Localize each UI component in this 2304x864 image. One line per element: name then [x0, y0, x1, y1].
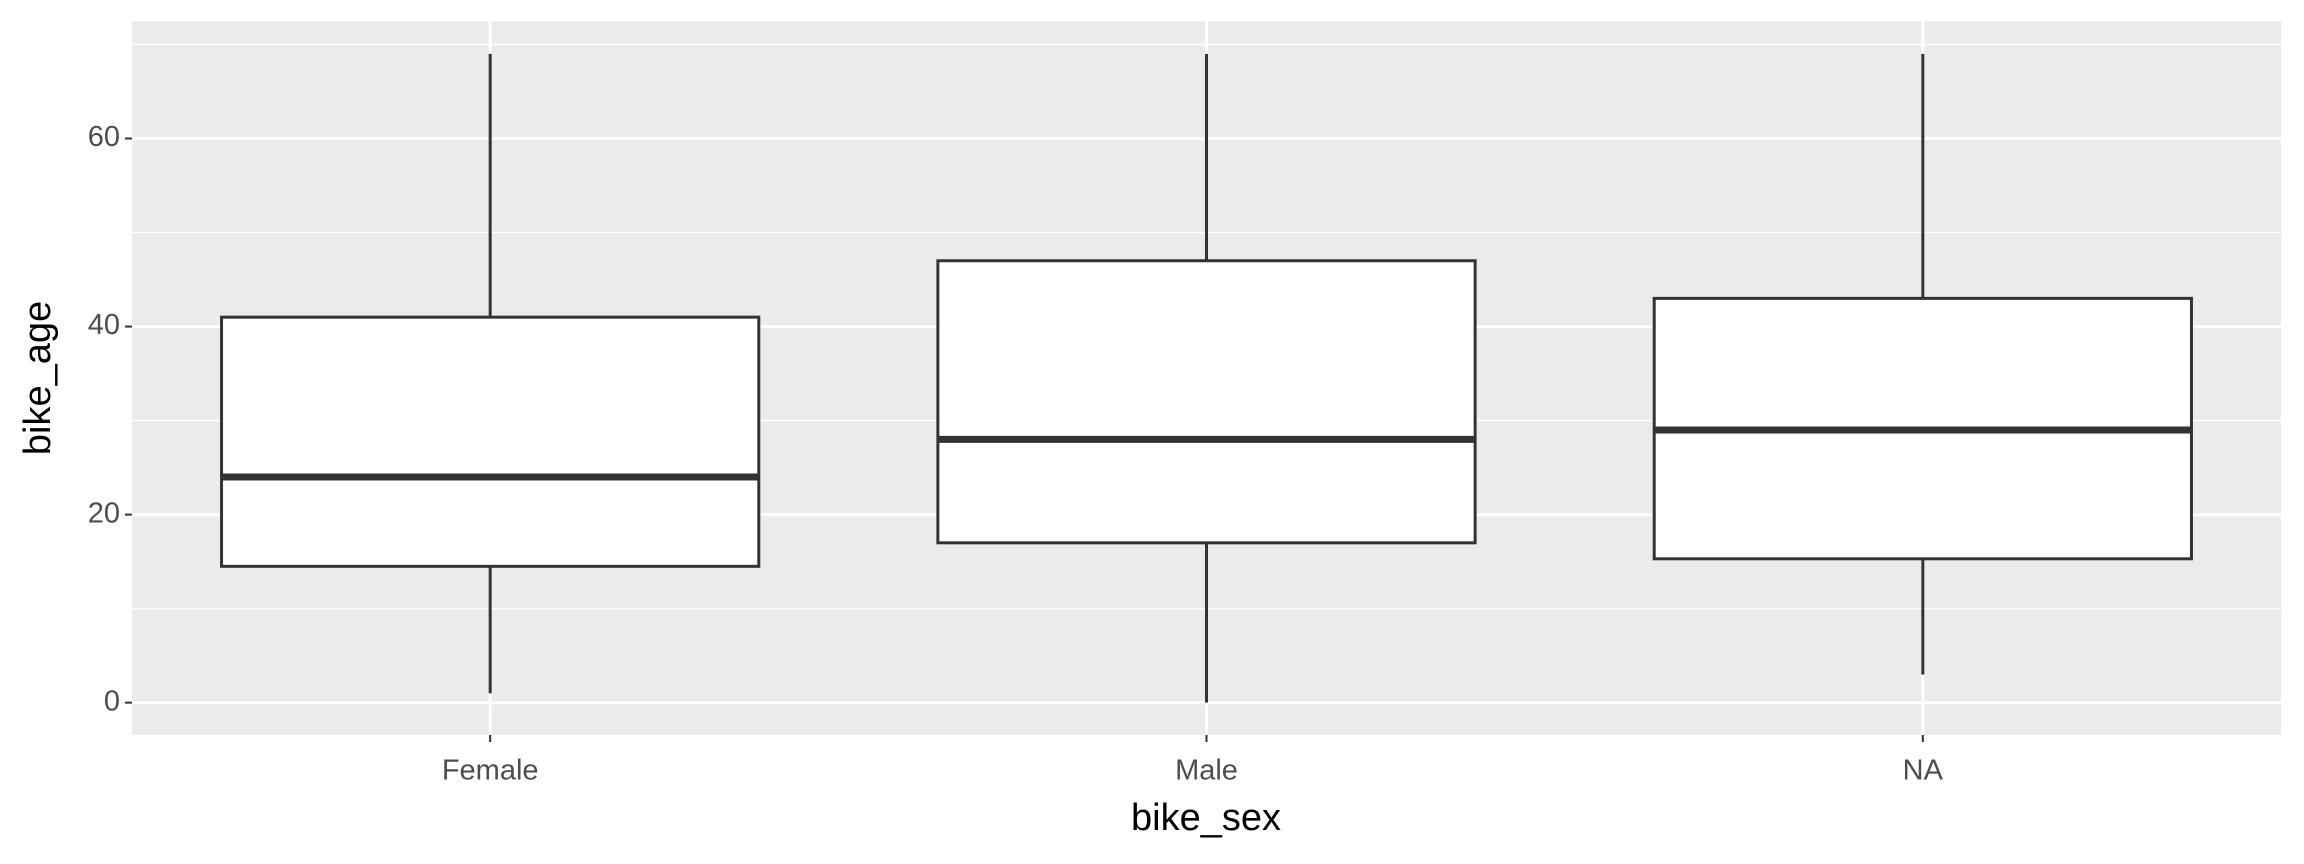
y-tick-label: 60 — [88, 121, 120, 153]
y-tick-label: 0 — [104, 685, 120, 717]
x-tick-label: Female — [442, 755, 539, 787]
y-tick-label: 20 — [88, 497, 120, 529]
box — [936, 259, 1477, 545]
y-axis-title: bike_age — [17, 301, 59, 455]
x-axis-title: bike_sex — [1131, 797, 1281, 839]
x-tick-label: NA — [1903, 755, 1944, 787]
y-tick-label: 40 — [88, 309, 120, 341]
box — [220, 315, 761, 568]
x-tick-label: Male — [1175, 755, 1238, 787]
